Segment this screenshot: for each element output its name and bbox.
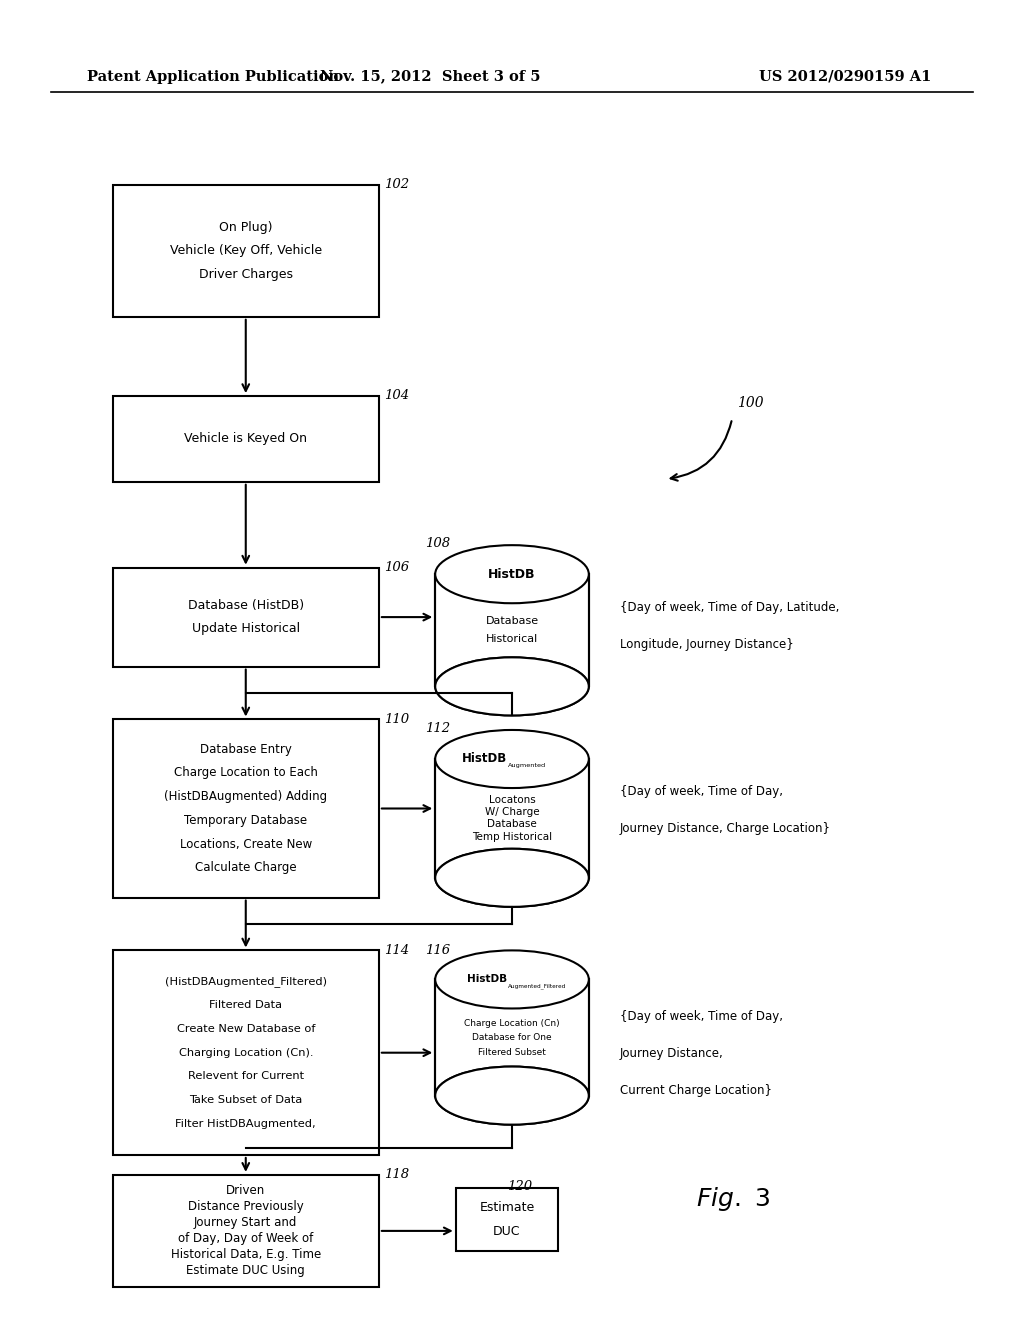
Text: 114: 114 bbox=[384, 944, 410, 957]
Ellipse shape bbox=[435, 1067, 589, 1125]
Text: 116: 116 bbox=[425, 944, 451, 957]
Text: Driver Charges: Driver Charges bbox=[199, 268, 293, 281]
Text: 106: 106 bbox=[384, 561, 410, 574]
Ellipse shape bbox=[435, 545, 589, 603]
FancyBboxPatch shape bbox=[113, 396, 379, 482]
Text: Patent Application Publication: Patent Application Publication bbox=[87, 70, 339, 83]
Text: Nov. 15, 2012  Sheet 3 of 5: Nov. 15, 2012 Sheet 3 of 5 bbox=[319, 70, 541, 83]
Text: US 2012/0290159 A1: US 2012/0290159 A1 bbox=[760, 70, 932, 83]
Text: Estimate DUC Using: Estimate DUC Using bbox=[186, 1265, 305, 1278]
Text: 100: 100 bbox=[737, 396, 764, 409]
Ellipse shape bbox=[435, 950, 589, 1008]
FancyBboxPatch shape bbox=[456, 1188, 558, 1251]
Text: Database Entry: Database Entry bbox=[200, 743, 292, 755]
Text: Driven: Driven bbox=[226, 1184, 265, 1197]
Text: HistDB: HistDB bbox=[462, 752, 507, 766]
FancyBboxPatch shape bbox=[113, 568, 379, 667]
Text: 112: 112 bbox=[425, 722, 451, 735]
Text: DUC: DUC bbox=[494, 1225, 520, 1238]
Text: Vehicle is Keyed On: Vehicle is Keyed On bbox=[184, 433, 307, 445]
Text: Filtered Data: Filtered Data bbox=[209, 1001, 283, 1010]
Text: Vehicle (Key Off, Vehicle: Vehicle (Key Off, Vehicle bbox=[170, 244, 322, 257]
Text: HistDB: HistDB bbox=[467, 974, 507, 985]
Text: Filter HistDBAugmented,: Filter HistDBAugmented, bbox=[175, 1119, 316, 1129]
Ellipse shape bbox=[435, 730, 589, 788]
Text: Relevent for Current: Relevent for Current bbox=[187, 1072, 304, 1081]
Text: $\mathit{Fig.\ 3}$: $\mathit{Fig.\ 3}$ bbox=[696, 1184, 770, 1213]
Text: 120: 120 bbox=[507, 1180, 532, 1193]
FancyBboxPatch shape bbox=[113, 950, 379, 1155]
Text: Locatons: Locatons bbox=[488, 795, 536, 805]
Text: Temporary Database: Temporary Database bbox=[184, 814, 307, 826]
Text: Update Historical: Update Historical bbox=[191, 623, 300, 635]
Text: Estimate: Estimate bbox=[479, 1201, 535, 1214]
Text: HistDB: HistDB bbox=[488, 568, 536, 581]
Text: Database: Database bbox=[487, 820, 537, 829]
Text: Charging Location (Cn).: Charging Location (Cn). bbox=[178, 1048, 313, 1057]
Text: (HistDBAugmented) Adding: (HistDBAugmented) Adding bbox=[164, 791, 328, 803]
Text: (HistDBAugmented_Filtered): (HistDBAugmented_Filtered) bbox=[165, 975, 327, 987]
Ellipse shape bbox=[435, 849, 589, 907]
Text: Database for One: Database for One bbox=[472, 1034, 552, 1041]
Text: Distance Previously: Distance Previously bbox=[187, 1200, 304, 1213]
Text: Charge Location to Each: Charge Location to Each bbox=[174, 767, 317, 779]
Text: of Day, Day of Week of: of Day, Day of Week of bbox=[178, 1233, 313, 1245]
Text: W/ Charge: W/ Charge bbox=[484, 808, 540, 817]
Ellipse shape bbox=[435, 657, 589, 715]
Ellipse shape bbox=[435, 849, 589, 907]
Text: Database: Database bbox=[485, 616, 539, 626]
Text: Journey Start and: Journey Start and bbox=[195, 1217, 297, 1229]
Text: Historical: Historical bbox=[485, 635, 539, 644]
FancyBboxPatch shape bbox=[113, 719, 379, 898]
Text: {Day of week, Time of Day,: {Day of week, Time of Day, bbox=[620, 785, 782, 799]
Text: 110: 110 bbox=[384, 713, 410, 726]
Text: Historical Data, E.g. Time: Historical Data, E.g. Time bbox=[171, 1249, 321, 1262]
FancyArrowPatch shape bbox=[671, 421, 731, 480]
Text: Create New Database of: Create New Database of bbox=[176, 1024, 315, 1034]
Text: Locations, Create New: Locations, Create New bbox=[179, 838, 312, 850]
FancyBboxPatch shape bbox=[113, 1175, 379, 1287]
Text: {Day of week, Time of Day, Latitude,: {Day of week, Time of Day, Latitude, bbox=[620, 601, 839, 614]
Text: {Day of week, Time of Day,: {Day of week, Time of Day, bbox=[620, 1010, 782, 1023]
Ellipse shape bbox=[435, 657, 589, 715]
Text: Augmented: Augmented bbox=[508, 763, 546, 768]
FancyBboxPatch shape bbox=[435, 759, 589, 878]
Text: 108: 108 bbox=[425, 537, 451, 550]
FancyBboxPatch shape bbox=[113, 185, 379, 317]
Text: Database (HistDB): Database (HistDB) bbox=[187, 599, 304, 611]
Text: Journey Distance,: Journey Distance, bbox=[620, 1047, 723, 1060]
Text: 104: 104 bbox=[384, 389, 410, 403]
FancyBboxPatch shape bbox=[435, 979, 589, 1096]
Text: Temp Historical: Temp Historical bbox=[472, 832, 552, 842]
Text: Augmented_Filtered: Augmented_Filtered bbox=[508, 983, 566, 989]
Ellipse shape bbox=[435, 1067, 589, 1125]
Text: Charge Location (Cn): Charge Location (Cn) bbox=[464, 1019, 560, 1027]
FancyBboxPatch shape bbox=[435, 574, 589, 686]
Text: Filtered Subset: Filtered Subset bbox=[478, 1048, 546, 1056]
Text: Take Subset of Data: Take Subset of Data bbox=[189, 1096, 302, 1105]
Text: Longitude, Journey Distance}: Longitude, Journey Distance} bbox=[620, 638, 794, 651]
Text: 118: 118 bbox=[384, 1168, 410, 1181]
Text: Journey Distance, Charge Location}: Journey Distance, Charge Location} bbox=[620, 822, 830, 836]
Text: Calculate Charge: Calculate Charge bbox=[195, 862, 297, 874]
Text: On Plug): On Plug) bbox=[219, 220, 272, 234]
Text: Current Charge Location}: Current Charge Location} bbox=[620, 1084, 771, 1097]
Text: 102: 102 bbox=[384, 178, 410, 191]
